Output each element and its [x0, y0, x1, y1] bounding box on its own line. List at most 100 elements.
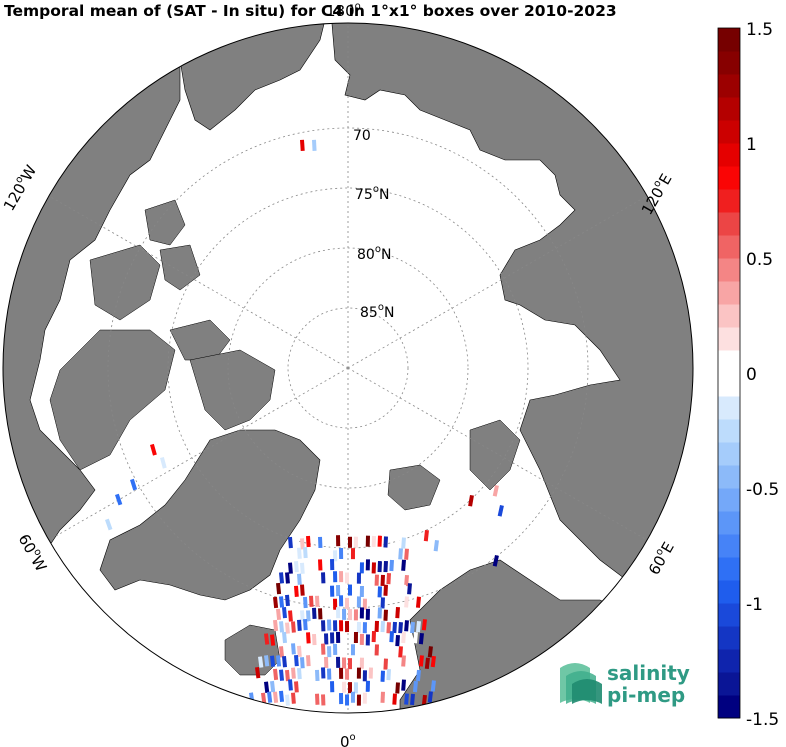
- data-cell: [273, 668, 279, 681]
- data-cell: [421, 619, 427, 631]
- lon-label-0: 0o: [340, 732, 356, 747]
- data-cell: [339, 667, 344, 679]
- lon-label-60e: 60oE: [644, 538, 678, 578]
- data-cell: [258, 656, 264, 668]
- data-cell: [297, 694, 302, 706]
- data-cell: [303, 596, 308, 609]
- data-cell: [315, 669, 320, 682]
- data-cell: [433, 540, 439, 552]
- data-cell: [264, 681, 270, 693]
- data-cell: [300, 657, 305, 669]
- data-cell: [323, 633, 329, 645]
- data-cell: [306, 535, 311, 548]
- data-cell: [386, 669, 391, 681]
- data-cell: [270, 655, 276, 667]
- data-cell: [395, 583, 400, 595]
- lon-label-60w: 60oW: [15, 531, 52, 575]
- data-cell: [427, 691, 433, 703]
- data-cell: [327, 668, 332, 680]
- colorbar-tick-label: -1.5: [746, 710, 779, 730]
- colorbar-segment: [718, 373, 740, 397]
- land-greenland: [99, 429, 321, 601]
- data-cell: [303, 618, 308, 631]
- colorbar-tick-label: 1.5: [746, 20, 773, 40]
- colorbar-segment: [718, 580, 740, 604]
- data-cell: [365, 634, 370, 646]
- data-cell: [282, 631, 287, 644]
- data-cell: [291, 621, 296, 633]
- data-cell: [353, 682, 358, 694]
- data-cell: [468, 494, 474, 507]
- data-cell: [160, 456, 167, 469]
- colorbar-tick-label: 1: [746, 135, 757, 155]
- data-cell: [374, 574, 379, 586]
- data-cell: [299, 139, 305, 151]
- data-cell: [377, 560, 382, 573]
- data-cell: [362, 598, 367, 610]
- data-cell: [374, 620, 379, 632]
- data-cell: [342, 586, 347, 598]
- colorbar-segment: [718, 672, 740, 696]
- data-cell: [323, 656, 329, 668]
- data-cell: [329, 585, 335, 597]
- data-cell: [497, 505, 504, 517]
- colorbar-segment: [718, 603, 740, 627]
- colorbar-segment: [718, 258, 740, 282]
- data-cell: [398, 548, 403, 560]
- data-cell: [339, 693, 344, 705]
- data-cell: [383, 560, 388, 573]
- land-melville-island: [159, 244, 201, 291]
- colorbar-segment: [718, 626, 740, 650]
- salinity-pimep-logo: salinity pi-mep: [560, 661, 690, 707]
- data-cell: [333, 571, 338, 583]
- data-cell: [299, 562, 305, 574]
- colorbar-segment: [718, 557, 740, 581]
- data-cell: [306, 655, 311, 667]
- colorbar-tick-label: -1: [746, 595, 763, 615]
- colorbar-segment: [718, 212, 740, 236]
- data-cell: [294, 536, 299, 548]
- lat-label-70: 70: [353, 128, 371, 144]
- data-cell: [321, 620, 326, 632]
- data-cell: [300, 610, 305, 622]
- data-cell: [348, 536, 352, 548]
- data-cell: [368, 691, 373, 703]
- colorbar-segment: [718, 396, 740, 420]
- data-cell: [282, 655, 287, 668]
- data-cell: [318, 682, 323, 694]
- data-cell: [333, 550, 338, 562]
- data-cell: [115, 493, 123, 506]
- land-devon-island: [169, 319, 231, 361]
- colorbar-segment: [718, 304, 740, 328]
- data-cell: [284, 669, 290, 682]
- data-cell: [383, 658, 388, 670]
- data-cell: [288, 562, 293, 574]
- data-cell: [383, 584, 388, 596]
- colorbar-segment: [718, 235, 740, 259]
- data-cell: [404, 548, 409, 560]
- data-cell: [398, 622, 403, 634]
- data-cell: [492, 555, 499, 567]
- colorbar-segment: [718, 419, 740, 443]
- data-cell: [421, 694, 427, 707]
- colorbar-frame: [717, 27, 741, 719]
- data-cell: [335, 631, 341, 643]
- data-cell: [350, 691, 355, 703]
- data-cell: [329, 658, 335, 670]
- data-cell: [404, 574, 409, 587]
- data-cell: [335, 607, 341, 619]
- data-cell: [365, 535, 370, 547]
- data-cell: [415, 620, 421, 633]
- data-cell: [291, 692, 296, 704]
- colorbar-segment: [718, 442, 740, 466]
- data-cell: [380, 691, 385, 703]
- lon-label-120w: 120oW: [0, 161, 40, 214]
- data-cell: [345, 597, 350, 609]
- data-cell: [377, 607, 382, 619]
- data-cell: [279, 596, 285, 608]
- data-cell: [415, 596, 421, 608]
- data-cell: [315, 595, 320, 607]
- data-cell: [371, 535, 376, 548]
